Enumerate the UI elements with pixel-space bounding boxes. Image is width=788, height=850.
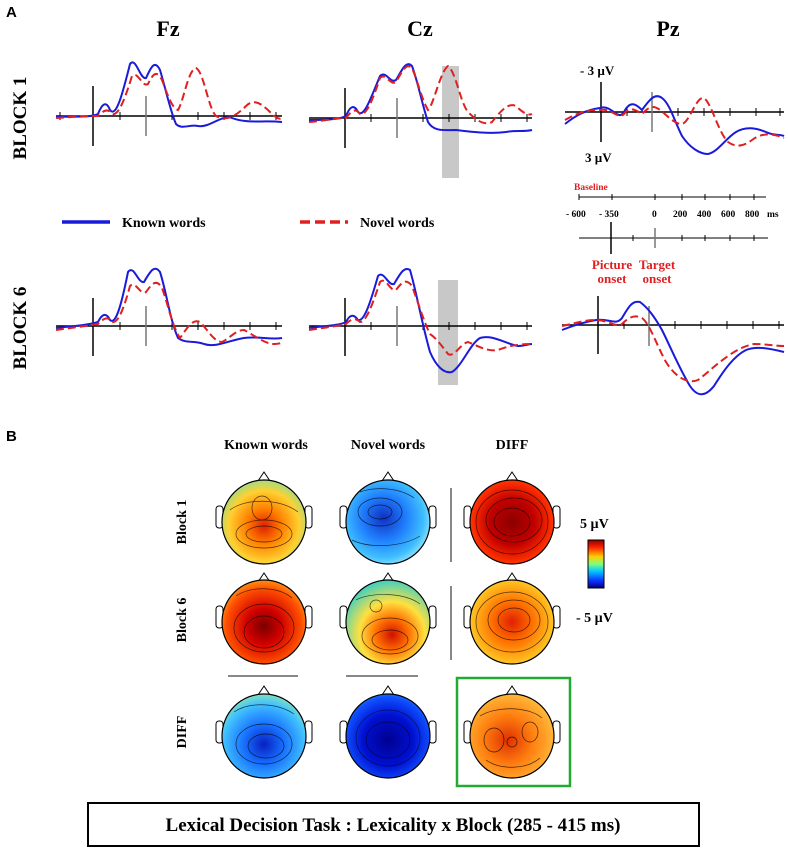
erp-plot-pz-block1 bbox=[564, 82, 785, 156]
scale-bottom-label: 3 µV bbox=[585, 150, 612, 165]
highlight-box bbox=[455, 676, 572, 788]
topomap-known-block1 bbox=[215, 471, 313, 565]
topomap-diff-block6 bbox=[463, 572, 561, 665]
known-trace bbox=[308, 63, 533, 134]
legend-known-label: Known words bbox=[122, 216, 206, 231]
panel-b-letter: B bbox=[6, 428, 17, 445]
time-window-shade bbox=[442, 66, 459, 178]
topomap-novel-block1 bbox=[339, 471, 437, 565]
novel-trace bbox=[564, 97, 785, 147]
erp-plot-pz-block6 bbox=[561, 296, 785, 396]
colorbar-min-label: - 5 µV bbox=[576, 611, 613, 626]
picture-onset-line2: onset bbox=[598, 271, 628, 286]
tick-label: ms bbox=[767, 210, 779, 220]
topomap-novel-diff bbox=[339, 685, 437, 779]
novel-trace bbox=[561, 315, 785, 383]
novel-trace bbox=[308, 64, 533, 125]
row-label-block6: BLOCK 6 bbox=[10, 287, 31, 370]
target-onset-line1: Target bbox=[639, 257, 676, 272]
tick-label: 800 bbox=[745, 210, 760, 220]
known-trace bbox=[308, 268, 533, 374]
row-label-b-diff: DIFF bbox=[175, 716, 190, 749]
colorbar-max-label: 5 µV bbox=[580, 517, 609, 532]
electrode-title-cz: Cz bbox=[407, 16, 433, 41]
known-trace bbox=[55, 267, 283, 347]
electrode-title-fz: Fz bbox=[156, 16, 179, 41]
timeline-schematic: Baseline - 600 - 350 0 200 400 600 800 m… bbox=[566, 183, 779, 286]
novel-trace bbox=[308, 279, 533, 356]
colorbar: 5 µV - 5 µV bbox=[576, 517, 613, 626]
topomap-diff-block1 bbox=[463, 471, 561, 565]
row-label-b-block6: Block 6 bbox=[175, 598, 190, 643]
topomap-known-block6 bbox=[215, 572, 313, 665]
tick-label: - 600 bbox=[566, 210, 586, 220]
legend: Known words Novel words bbox=[62, 216, 435, 231]
erp-plot-fz-block1 bbox=[55, 61, 283, 146]
row-label-block1: BLOCK 1 bbox=[10, 77, 31, 160]
known-trace bbox=[55, 61, 283, 128]
tick-label: 400 bbox=[697, 210, 712, 220]
topomap-known-diff bbox=[215, 685, 313, 779]
tick-label: 0 bbox=[652, 210, 657, 220]
caption-text: Lexical Decision Task : Lexicality x Blo… bbox=[166, 815, 621, 836]
caption-box: Lexical Decision Task : Lexicality x Blo… bbox=[87, 802, 700, 847]
erp-plot-cz-block1 bbox=[308, 63, 533, 178]
tick-label: 600 bbox=[721, 210, 736, 220]
erp-plot-fz-block6 bbox=[55, 267, 283, 356]
col-header-known: Known words bbox=[224, 438, 308, 453]
novel-trace bbox=[55, 281, 283, 346]
baseline-label: Baseline bbox=[574, 183, 608, 193]
known-trace bbox=[564, 95, 785, 156]
legend-novel-label: Novel words bbox=[360, 216, 435, 231]
picture-onset-line1: Picture bbox=[592, 257, 632, 272]
col-header-diff: DIFF bbox=[496, 438, 529, 453]
row-label-b-block1: Block 1 bbox=[175, 500, 190, 545]
target-onset-line2: onset bbox=[643, 271, 673, 286]
topomap-novel-block6 bbox=[339, 572, 437, 665]
panel-a-letter: A bbox=[6, 4, 17, 21]
tick-label: - 350 bbox=[599, 210, 619, 220]
scale-top-label: - 3 µV bbox=[580, 63, 615, 78]
col-header-novel: Novel words bbox=[351, 438, 426, 453]
time-window-shade bbox=[438, 280, 458, 385]
tick-label: 200 bbox=[673, 210, 688, 220]
novel-trace bbox=[55, 66, 283, 120]
topomap-diff-diff bbox=[455, 676, 572, 788]
known-trace bbox=[561, 300, 785, 396]
erp-plot-cz-block6 bbox=[308, 268, 533, 385]
electrode-title-pz: Pz bbox=[656, 16, 679, 41]
